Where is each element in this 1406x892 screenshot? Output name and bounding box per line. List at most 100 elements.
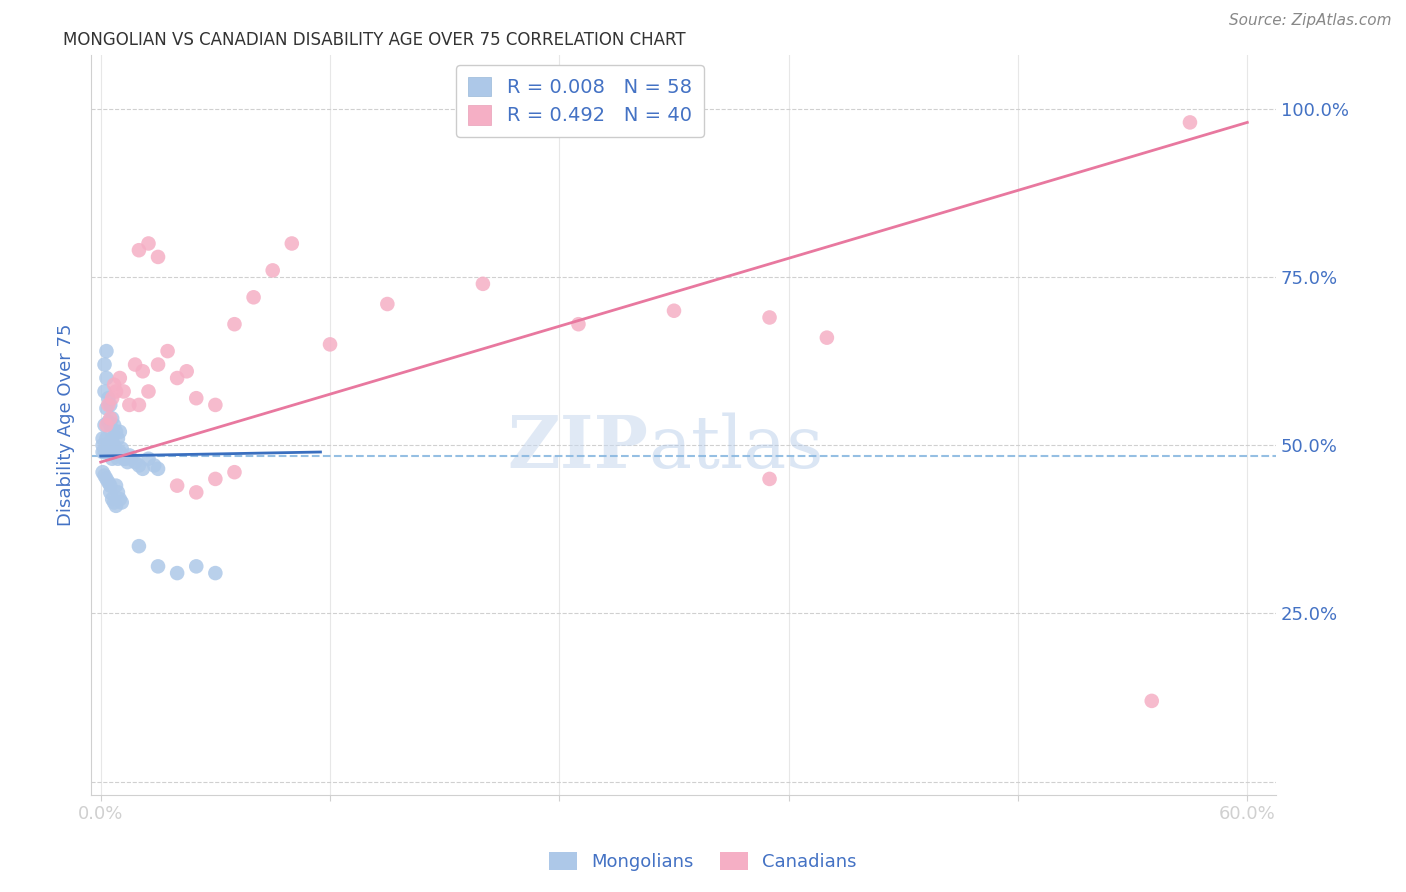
Point xyxy=(124,358,146,372)
Point xyxy=(97,475,120,490)
Point xyxy=(567,317,589,331)
Point xyxy=(281,236,304,251)
Point xyxy=(101,391,124,405)
Point xyxy=(104,478,127,492)
Point xyxy=(114,451,136,466)
Point xyxy=(108,445,131,459)
Point xyxy=(138,236,160,251)
Point xyxy=(104,445,127,459)
Point xyxy=(815,331,838,345)
Point xyxy=(93,358,115,372)
Point xyxy=(132,364,155,378)
Point xyxy=(111,495,134,509)
Point xyxy=(117,455,139,469)
Point xyxy=(96,401,118,416)
Point xyxy=(98,398,121,412)
Point xyxy=(96,344,118,359)
Point xyxy=(98,418,121,433)
Point xyxy=(146,358,169,372)
Point xyxy=(128,458,150,473)
Text: Source: ZipAtlas.com: Source: ZipAtlas.com xyxy=(1229,13,1392,29)
Point xyxy=(103,377,125,392)
Point xyxy=(118,449,141,463)
Text: MONGOLIAN VS CANADIAN DISABILITY AGE OVER 75 CORRELATION CHART: MONGOLIAN VS CANADIAN DISABILITY AGE OVE… xyxy=(63,31,686,49)
Point xyxy=(103,495,125,509)
Y-axis label: Disability Age Over 75: Disability Age Over 75 xyxy=(58,324,75,526)
Point xyxy=(98,478,121,492)
Point xyxy=(98,445,121,459)
Point xyxy=(128,539,150,553)
Point xyxy=(101,432,124,446)
Point xyxy=(97,391,120,405)
Point xyxy=(96,418,118,433)
Point xyxy=(758,472,780,486)
Point xyxy=(242,290,264,304)
Point xyxy=(166,371,188,385)
Point xyxy=(262,263,284,277)
Point xyxy=(138,451,160,466)
Point xyxy=(91,438,114,452)
Point xyxy=(101,411,124,425)
Point xyxy=(120,451,142,466)
Point xyxy=(118,398,141,412)
Point xyxy=(96,472,118,486)
Point xyxy=(91,432,114,446)
Point xyxy=(93,468,115,483)
Point xyxy=(101,451,124,466)
Point xyxy=(758,310,780,325)
Point xyxy=(143,458,166,473)
Point xyxy=(103,418,125,433)
Point xyxy=(96,432,118,446)
Point xyxy=(186,485,208,500)
Point xyxy=(319,337,342,351)
Point xyxy=(128,244,150,258)
Text: ZIP: ZIP xyxy=(508,412,648,483)
Point xyxy=(91,445,114,459)
Point xyxy=(107,451,129,466)
Point xyxy=(662,303,685,318)
Point xyxy=(224,317,246,331)
Point xyxy=(138,384,160,399)
Point xyxy=(176,364,198,378)
Point xyxy=(377,297,399,311)
Point xyxy=(93,445,115,459)
Point xyxy=(224,465,246,479)
Legend: Mongolians, Canadians: Mongolians, Canadians xyxy=(543,845,863,879)
Point xyxy=(471,277,494,291)
Point xyxy=(103,438,125,452)
Point xyxy=(98,485,121,500)
Point xyxy=(104,499,127,513)
Point xyxy=(186,559,208,574)
Point xyxy=(96,371,118,385)
Point xyxy=(146,559,169,574)
Point xyxy=(166,478,188,492)
Point xyxy=(97,398,120,412)
Point xyxy=(108,425,131,439)
Point xyxy=(104,425,127,439)
Point xyxy=(1140,694,1163,708)
Point xyxy=(204,472,226,486)
Point xyxy=(146,250,169,264)
Point xyxy=(111,442,134,456)
Point xyxy=(108,371,131,385)
Point xyxy=(104,384,127,399)
Point xyxy=(124,455,146,469)
Point xyxy=(101,492,124,507)
Point xyxy=(146,462,169,476)
Point xyxy=(112,451,135,466)
Point xyxy=(98,411,121,425)
Point xyxy=(97,438,120,452)
Point xyxy=(166,566,188,580)
Point xyxy=(204,566,226,580)
Text: atlas: atlas xyxy=(648,412,824,483)
Point xyxy=(93,384,115,399)
Point xyxy=(186,391,208,405)
Point xyxy=(132,462,155,476)
Point xyxy=(91,465,114,479)
Point xyxy=(107,432,129,446)
Point xyxy=(108,492,131,507)
Point xyxy=(112,384,135,399)
Point xyxy=(97,415,120,429)
Point xyxy=(93,418,115,433)
Point xyxy=(107,485,129,500)
